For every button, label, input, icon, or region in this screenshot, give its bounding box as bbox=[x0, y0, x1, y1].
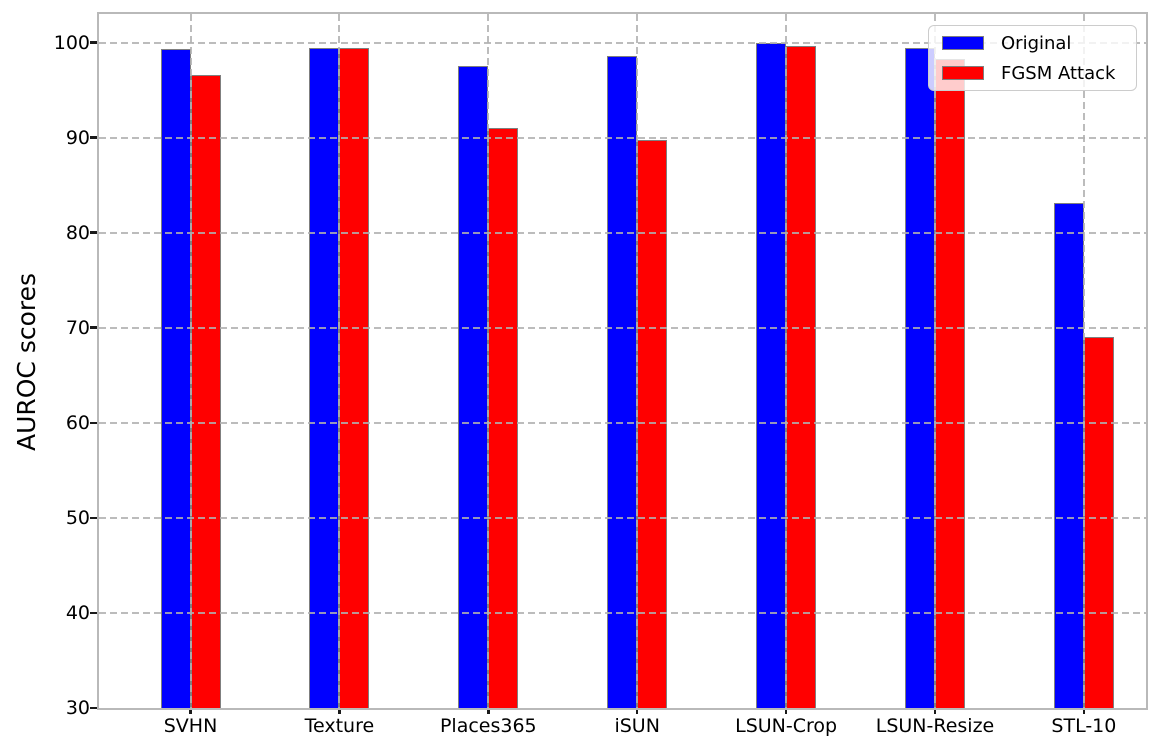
bar-fgsm-attack-lsun-resize bbox=[935, 58, 965, 708]
x-tick-mark-isun bbox=[635, 708, 639, 714]
x-tick-label-lsun-crop: LSUN-Crop bbox=[735, 715, 838, 737]
y-tick-label-90: 90 bbox=[65, 126, 90, 149]
y-tick-mark-30 bbox=[90, 706, 99, 710]
x-tick-label-isun: iSUN bbox=[614, 715, 660, 737]
x-tick-mark-lsun-crop bbox=[784, 708, 788, 714]
y-tick-label-60: 60 bbox=[65, 411, 90, 434]
y-tick-label-80: 80 bbox=[65, 221, 90, 244]
bar-original-lsun-resize bbox=[905, 48, 935, 708]
bar-fgsm-attack-stl-10 bbox=[1083, 337, 1114, 708]
plot-area bbox=[97, 12, 1148, 710]
x-tick-label-lsun-resize: LSUN-Resize bbox=[875, 715, 995, 737]
y-tick-label-50: 50 bbox=[65, 506, 90, 529]
y-tick-mark-80 bbox=[90, 231, 99, 234]
y-tick-mark-40 bbox=[90, 611, 99, 615]
bar-fgsm-attack-places365 bbox=[488, 128, 519, 708]
legend-label-fgsm-attack: FGSM Attack bbox=[1001, 62, 1116, 84]
legend-label-original: Original bbox=[1001, 32, 1072, 54]
x-tick-label-svhn: SVHN bbox=[163, 715, 218, 737]
x-tick-mark-stl-10 bbox=[1082, 708, 1086, 714]
bar-fgsm-attack-svhn bbox=[190, 74, 221, 708]
x-tick-mark-svhn bbox=[189, 708, 192, 714]
legend-item-original: Original bbox=[942, 33, 1123, 54]
legend-swatch-original bbox=[942, 36, 984, 50]
bar-original-isun bbox=[607, 55, 638, 708]
y-tick-label-100: 100 bbox=[53, 31, 90, 54]
bar-original-svhn bbox=[160, 49, 191, 708]
y-tick-mark-90 bbox=[90, 136, 99, 139]
y-tick-label-70: 70 bbox=[65, 316, 90, 339]
x-tick-label-stl-10: STL-10 bbox=[1051, 715, 1117, 737]
y-tick-mark-50 bbox=[90, 516, 99, 520]
y-tick-mark-100 bbox=[90, 41, 99, 44]
x-tick-label-texture: Texture bbox=[304, 715, 375, 737]
y-axis-title: AUROC scores bbox=[12, 272, 41, 452]
y-tick-mark-60 bbox=[90, 421, 99, 425]
bar-original-places365 bbox=[458, 66, 489, 708]
bar-original-lsun-crop bbox=[756, 43, 787, 708]
y-tick-mark-70 bbox=[90, 326, 99, 329]
legend-swatch-fgsm-attack bbox=[942, 66, 984, 80]
legend-item-fgsm-attack: FGSM Attack bbox=[942, 63, 1123, 84]
bar-original-stl-10 bbox=[1053, 203, 1084, 708]
legend: Original FGSM Attack bbox=[928, 25, 1137, 91]
x-tick-mark-texture bbox=[338, 708, 341, 714]
bar-fgsm-attack-lsun-crop bbox=[786, 46, 817, 708]
x-tick-label-places365: Places365 bbox=[439, 715, 537, 737]
bar-fgsm-attack-texture bbox=[339, 48, 370, 708]
x-tick-mark-places365 bbox=[487, 708, 490, 714]
bar-original-texture bbox=[309, 48, 340, 708]
bar-fgsm-attack-isun bbox=[637, 139, 668, 708]
y-tick-label-30: 30 bbox=[65, 697, 90, 719]
y-tick-label-40: 40 bbox=[65, 601, 90, 624]
x-tick-mark-lsun-resize bbox=[933, 708, 937, 714]
